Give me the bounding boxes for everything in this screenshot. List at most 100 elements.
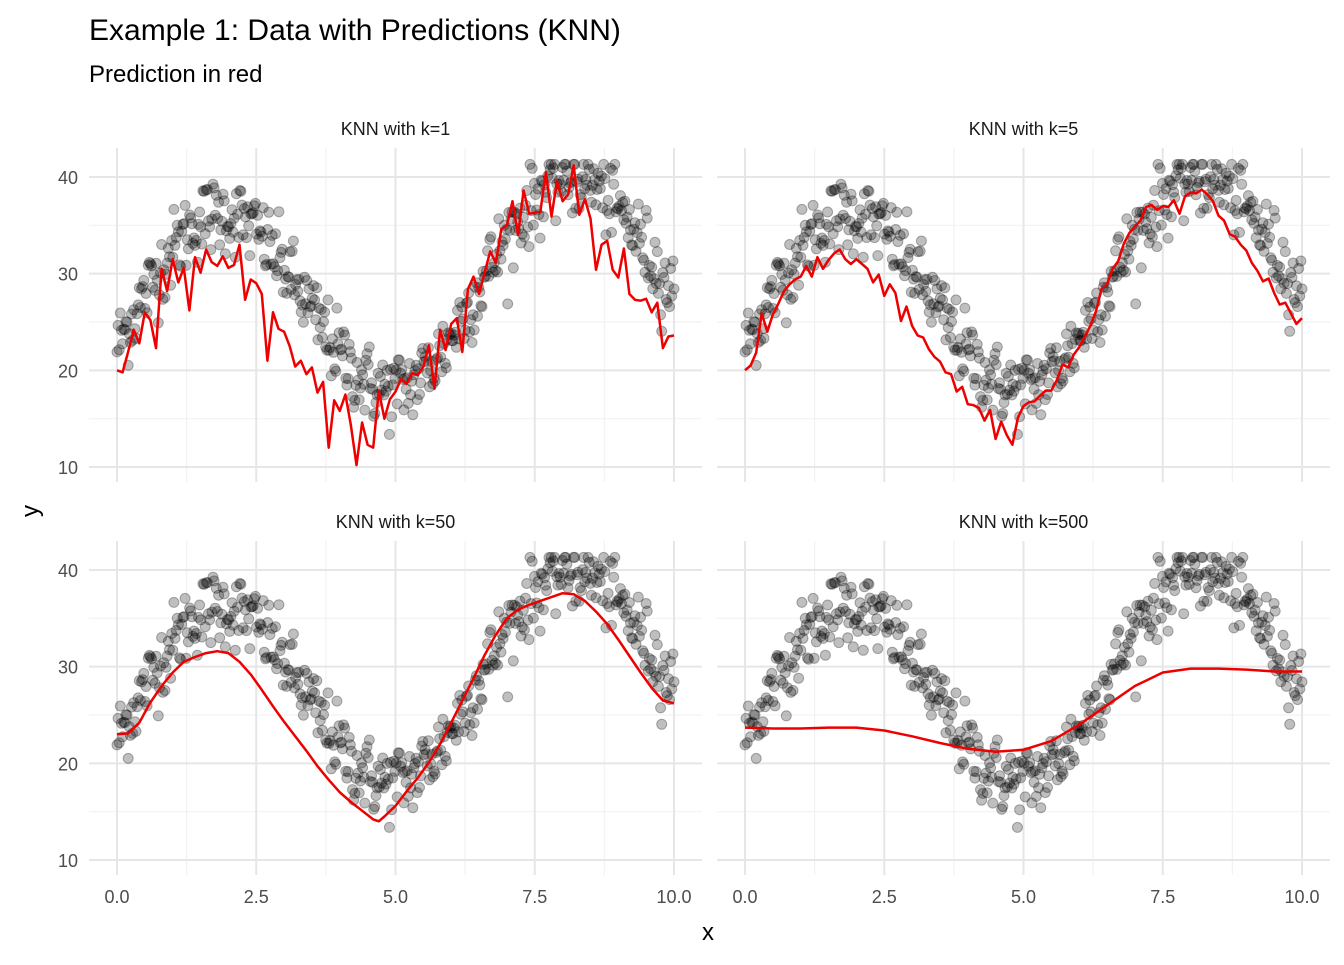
data-point xyxy=(358,378,370,390)
data-point xyxy=(186,218,198,230)
data-point xyxy=(1113,624,1125,636)
data-point xyxy=(901,599,913,611)
data-point xyxy=(526,162,538,174)
data-point xyxy=(194,206,206,218)
data-point xyxy=(646,261,658,273)
data-point xyxy=(229,644,241,656)
data-point xyxy=(297,709,309,721)
data-point xyxy=(848,225,860,237)
data-point xyxy=(899,270,911,282)
data-point xyxy=(341,379,353,391)
data-point xyxy=(822,599,834,611)
data-point xyxy=(762,302,774,313)
data-point xyxy=(636,231,648,243)
data-point xyxy=(147,281,159,293)
data-point xyxy=(468,717,480,729)
data-point xyxy=(352,374,364,386)
data-point xyxy=(1023,367,1034,379)
data-point xyxy=(267,258,279,270)
data-point xyxy=(345,352,357,364)
data-point xyxy=(884,230,896,242)
data-point xyxy=(877,197,889,209)
facet-title: KNN with k=5 xyxy=(969,119,1079,139)
data-point xyxy=(1096,717,1108,729)
data-point xyxy=(910,271,922,283)
data-point xyxy=(114,307,126,319)
data-point xyxy=(209,209,221,221)
data-point xyxy=(205,637,217,649)
data-point xyxy=(902,252,914,264)
data-point xyxy=(1084,301,1096,313)
data-point xyxy=(1242,190,1254,202)
data-point xyxy=(1131,207,1143,218)
data-point xyxy=(414,782,425,793)
data-point xyxy=(841,196,853,208)
data-point xyxy=(915,235,927,247)
data-point xyxy=(292,285,304,297)
data-point xyxy=(223,221,235,233)
data-point xyxy=(472,703,483,715)
data-point xyxy=(266,229,278,241)
x-tick-label: 10.0 xyxy=(1284,887,1319,907)
data-point xyxy=(507,262,519,274)
data-point xyxy=(963,343,975,355)
data-point xyxy=(534,625,546,637)
data-point xyxy=(1145,211,1157,223)
data-point xyxy=(321,344,333,356)
data-point xyxy=(1000,367,1012,379)
data-point xyxy=(1120,659,1132,671)
data-point xyxy=(1251,204,1263,215)
data-point xyxy=(1152,158,1164,170)
data-point xyxy=(661,297,673,309)
data-point xyxy=(1240,203,1252,215)
data-point xyxy=(1045,343,1057,354)
data-point xyxy=(550,215,562,227)
data-point xyxy=(789,257,801,269)
data-point xyxy=(172,226,184,238)
data-point xyxy=(746,323,758,335)
data-point xyxy=(1157,177,1168,189)
data-point xyxy=(813,212,825,224)
data-point xyxy=(1029,372,1041,384)
data-point xyxy=(315,303,327,315)
data-point xyxy=(817,239,829,251)
data-point xyxy=(836,182,848,194)
data-point xyxy=(639,266,651,278)
data-point xyxy=(178,218,190,230)
data-point xyxy=(1008,385,1020,397)
data-point xyxy=(950,687,962,699)
data-point xyxy=(912,246,924,258)
data-point xyxy=(1158,189,1170,200)
data-point xyxy=(415,377,427,389)
data-point xyxy=(210,189,222,201)
data-point xyxy=(977,394,989,406)
data-point xyxy=(179,199,191,211)
data-point xyxy=(581,179,593,191)
data-point xyxy=(289,289,300,301)
data-point xyxy=(187,237,199,249)
data-point xyxy=(840,213,851,224)
data-point xyxy=(1048,355,1060,367)
data-point xyxy=(794,235,806,246)
data-point xyxy=(1212,184,1224,196)
data-point xyxy=(349,394,361,406)
data-point xyxy=(274,252,286,264)
data-point xyxy=(1024,364,1036,376)
data-point xyxy=(822,206,834,218)
data-point xyxy=(168,596,180,608)
data-point xyxy=(662,280,674,292)
data-point xyxy=(363,734,375,746)
data-point xyxy=(1210,158,1222,170)
data-point xyxy=(238,203,250,215)
x-tick-label: 10.0 xyxy=(656,887,691,907)
data-point xyxy=(337,350,348,362)
data-point xyxy=(1144,228,1156,240)
data-point xyxy=(1094,730,1106,741)
data-point xyxy=(954,333,966,345)
data-point xyxy=(821,218,832,230)
data-point xyxy=(354,382,366,394)
data-point xyxy=(218,195,230,207)
data-point xyxy=(319,699,331,711)
data-point xyxy=(636,624,648,636)
data-point xyxy=(1014,804,1026,816)
